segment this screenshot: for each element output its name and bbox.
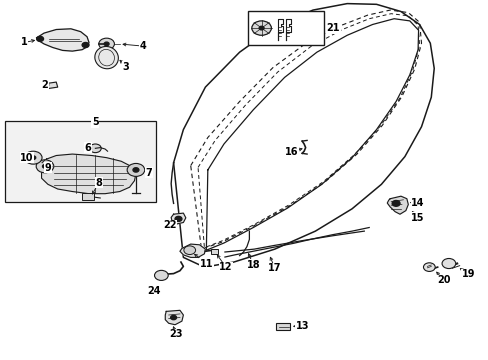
Polygon shape [165,310,183,325]
Bar [211,249,218,254]
Circle shape [391,201,399,206]
Ellipse shape [95,46,118,69]
Circle shape [36,160,54,173]
Text: 10: 10 [20,153,34,163]
Polygon shape [171,213,185,224]
Text: 23: 23 [169,329,183,339]
Bar [248,11,324,45]
Polygon shape [41,154,136,194]
Text: 7: 7 [145,168,152,178]
Text: 8: 8 [95,178,102,188]
Text: 15: 15 [410,213,424,223]
Polygon shape [180,244,205,257]
Text: 9: 9 [44,163,51,173]
Circle shape [31,156,36,159]
Text: 22: 22 [163,220,177,230]
Text: 16: 16 [284,147,298,157]
Circle shape [37,36,43,41]
Circle shape [24,151,42,164]
Text: 20: 20 [436,275,449,285]
Text: 19: 19 [461,269,474,279]
Text: 1: 1 [21,37,28,48]
Polygon shape [46,82,58,89]
Text: 14: 14 [410,198,424,208]
Text: 4: 4 [139,41,146,51]
Circle shape [259,26,264,30]
Circle shape [104,42,109,46]
Text: 21: 21 [326,23,340,33]
Polygon shape [37,29,89,51]
Bar [5,121,156,202]
Text: 6: 6 [84,143,91,153]
Polygon shape [386,196,407,214]
Text: 3: 3 [122,62,129,72]
Bar [276,323,289,330]
Circle shape [42,165,47,168]
Text: 17: 17 [267,263,281,273]
Text: 12: 12 [219,262,232,272]
Circle shape [154,270,168,280]
Text: 24: 24 [146,286,160,296]
Circle shape [127,163,144,176]
Text: 18: 18 [246,260,260,270]
Circle shape [251,21,271,35]
Circle shape [89,144,101,153]
Circle shape [82,42,89,48]
Circle shape [99,38,114,50]
Text: 5: 5 [92,117,99,127]
Circle shape [175,216,182,221]
Circle shape [183,246,195,255]
Bar [82,193,94,200]
Circle shape [441,258,455,269]
Text: 13: 13 [295,321,308,331]
Circle shape [133,168,139,172]
Text: 2: 2 [41,80,48,90]
Text: 11: 11 [199,258,213,269]
Circle shape [170,315,176,320]
Circle shape [423,263,434,271]
